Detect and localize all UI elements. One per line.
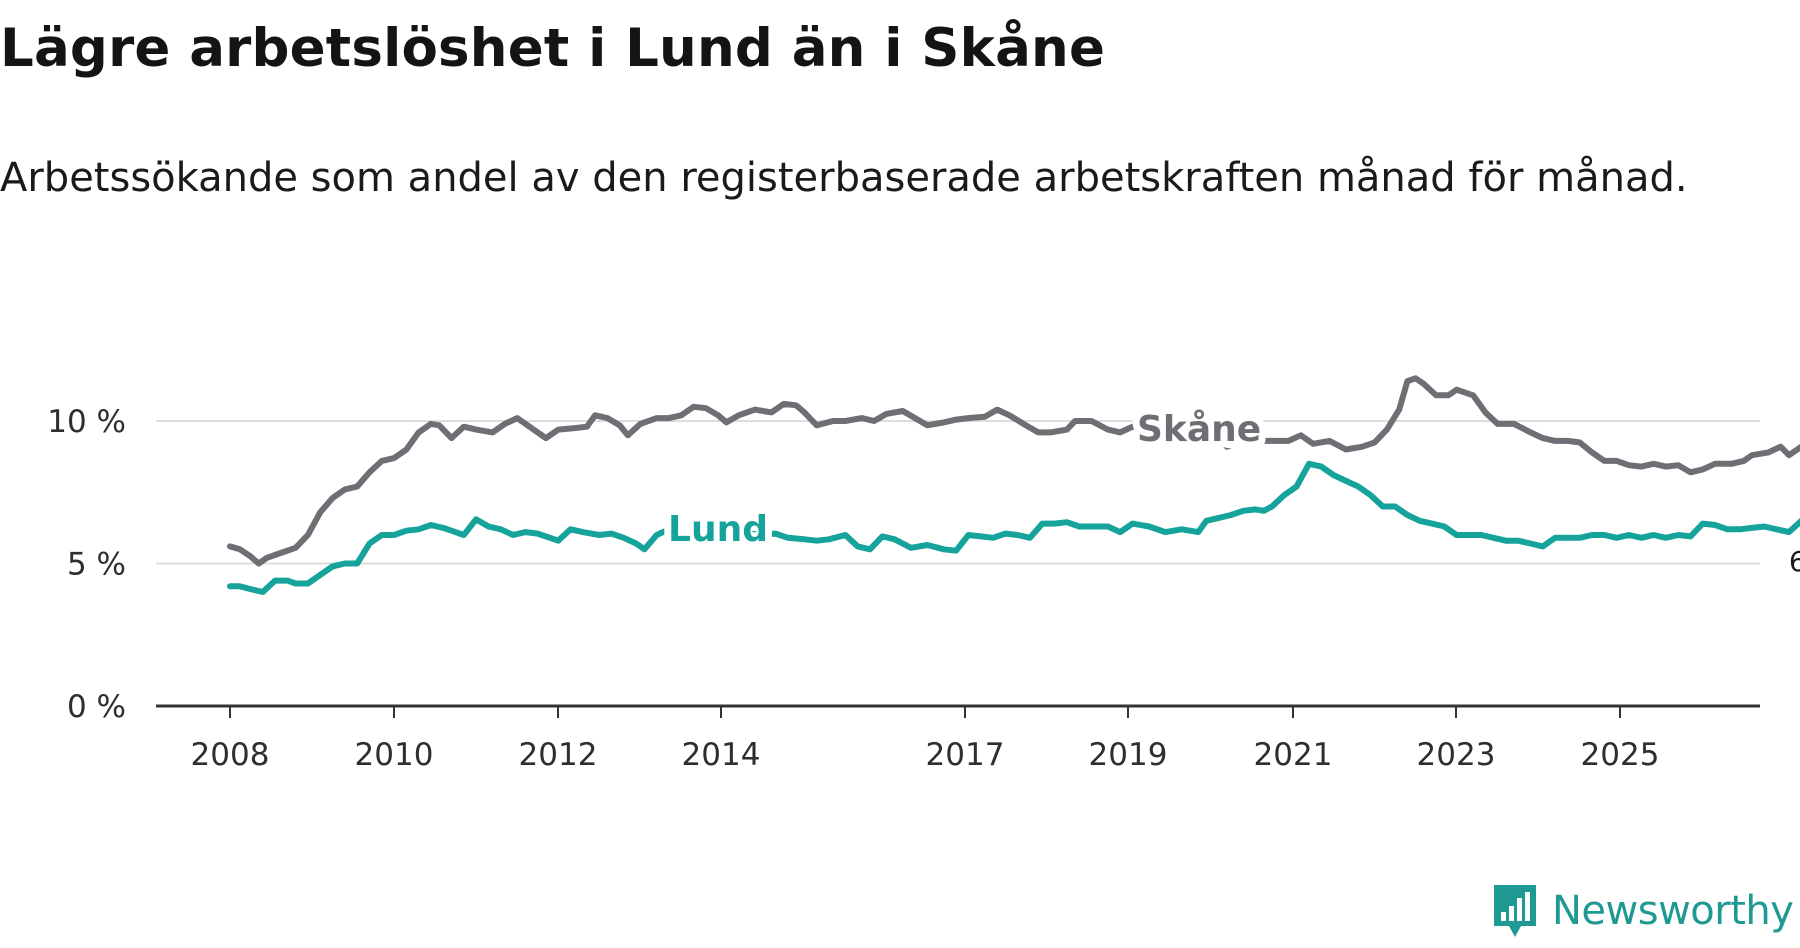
x-tick-label: 2012: [519, 737, 598, 773]
x-tick-label: 2017: [926, 737, 1005, 773]
x-tick-label: 2014: [682, 737, 761, 773]
newsworthy-brand: Newsworthy: [1490, 882, 1794, 940]
x-tick-label: 2025: [1581, 737, 1660, 773]
x-tick-label: 2008: [191, 737, 270, 773]
x-tick-label: 2021: [1254, 737, 1333, 773]
lund-end-value-label: 6,1 %: [1789, 545, 1800, 578]
lund-label-halo: Lund: [668, 509, 768, 550]
chart-title: Lägre arbetslöshet i Lund än i Skåne: [0, 18, 1106, 79]
y-tick-label: 5 %: [67, 547, 126, 583]
lund-line: [227, 460, 1800, 595]
x-tick-label: 2019: [1089, 737, 1168, 773]
newsworthy-logo-icon: [1494, 885, 1536, 937]
chart-subtitle: Arbetssökande som andel av den registerb…: [0, 155, 1688, 201]
skane-line: [227, 375, 1800, 567]
skane-series-label: Skåne: [1137, 409, 1261, 450]
skane-label-halo: Skåne: [1137, 409, 1261, 450]
lund-series-label: Lund: [668, 509, 768, 550]
brand-name: Newsworthy: [1552, 888, 1794, 934]
y-tick-label: 0 %: [67, 689, 126, 725]
x-tick-label: 2010: [355, 737, 434, 773]
y-tick-label: 10 %: [47, 404, 126, 440]
x-tick-label: 2023: [1417, 737, 1496, 773]
